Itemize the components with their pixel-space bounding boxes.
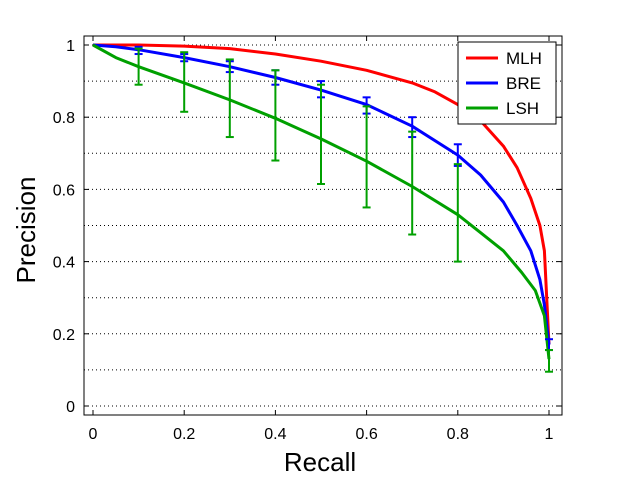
- legend-label-lsh: LSH: [506, 99, 539, 118]
- y-tick-label: 0.6: [53, 182, 75, 199]
- series-line-mlh: [93, 43, 551, 345]
- legend: MLH BRE LSH: [457, 41, 557, 125]
- y-axis-label: Precision: [11, 177, 41, 284]
- legend-label-mlh: MLH: [506, 49, 542, 68]
- y-tick-label: 0.4: [53, 255, 75, 272]
- x-tick-label: 0.2: [173, 426, 195, 443]
- y-tick-label: 0.2: [53, 327, 75, 344]
- y-tick-label: 1: [66, 38, 75, 55]
- x-tick-labels: 0 0.2 0.4 0.6 0.8 1: [89, 426, 554, 443]
- x-axis-label: Recall: [284, 447, 356, 477]
- y-tick-labels: 0 0.2 0.4 0.6 0.8 1: [53, 38, 75, 416]
- x-tick-label: 0.8: [447, 426, 469, 443]
- y-tick-label: 0.8: [53, 110, 75, 127]
- series-line-lsh: [92, 43, 551, 360]
- y-tick-label: 0: [66, 399, 75, 416]
- axis-ticks: [84, 36, 562, 415]
- x-tick-label: 0.6: [355, 426, 377, 443]
- x-tick-label: 0.4: [264, 426, 286, 443]
- legend-label-bre: BRE: [506, 74, 541, 93]
- error-bars: [134, 45, 553, 373]
- x-tick-label: 1: [545, 426, 554, 443]
- x-tick-label: 0: [89, 426, 98, 443]
- plot-frame: [83, 35, 563, 416]
